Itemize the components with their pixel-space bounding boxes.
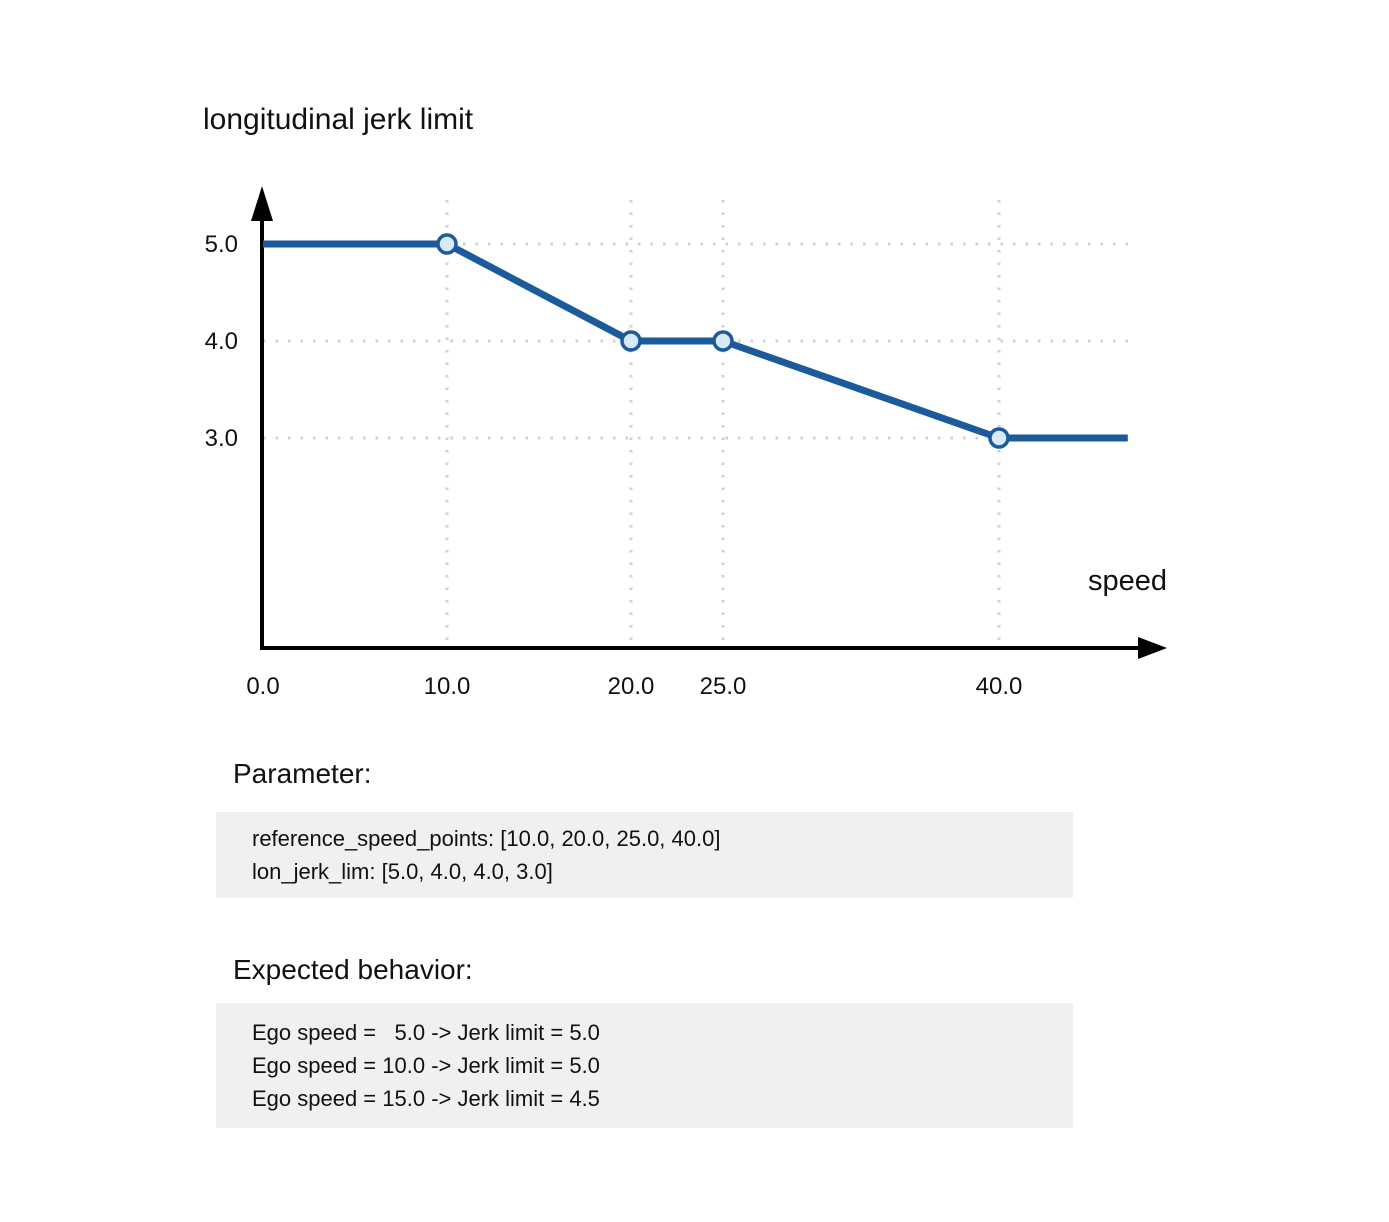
expected-behavior-line: Ego speed = 15.0 -> Jerk limit = 4.5 [252, 1086, 600, 1111]
x-tick-label: 0.0 [246, 673, 279, 700]
parameter-box: reference_speed_points: [10.0, 20.0, 25.… [216, 812, 1073, 898]
x-axis-label: speed [1088, 565, 1168, 597]
x-axis-arrow [1138, 637, 1167, 659]
x-tick-label: 25.0 [700, 673, 747, 700]
parameter-heading: Parameter: [233, 758, 372, 789]
expected-behavior-box: Ego speed = 5.0 -> Jerk limit = 5.0 Ego … [216, 1003, 1073, 1128]
jerk-limit-chart: 0.0 10.0 20.0 25.0 40.0 5.0 4.0 3.0 [205, 186, 1167, 700]
expected-behavior-line: Ego speed = 5.0 -> Jerk limit = 5.0 [252, 1020, 600, 1045]
parameter-line: lon_jerk_lim: [5.0, 4.0, 4.0, 3.0] [252, 859, 553, 884]
expected-behavior-heading: Expected behavior: [233, 954, 473, 985]
data-point-marker [988, 427, 1010, 449]
data-point-marker [620, 330, 642, 352]
y-axis-arrow [251, 186, 273, 221]
data-point-marker [436, 233, 458, 255]
y-tick-label: 4.0 [205, 328, 238, 355]
x-tick-label: 40.0 [976, 673, 1023, 700]
parameter-line: reference_speed_points: [10.0, 20.0, 25.… [252, 826, 721, 851]
data-point-marker [712, 330, 734, 352]
jerk-limit-line [263, 240, 1128, 442]
expected-behavior-line: Ego speed = 10.0 -> Jerk limit = 5.0 [252, 1053, 600, 1078]
y-tick-label: 3.0 [205, 425, 238, 452]
y-tick-label: 5.0 [205, 231, 238, 258]
x-tick-label: 10.0 [424, 673, 471, 700]
chart-title: longitudinal jerk limit [203, 103, 474, 136]
x-tick-label: 20.0 [608, 673, 655, 700]
